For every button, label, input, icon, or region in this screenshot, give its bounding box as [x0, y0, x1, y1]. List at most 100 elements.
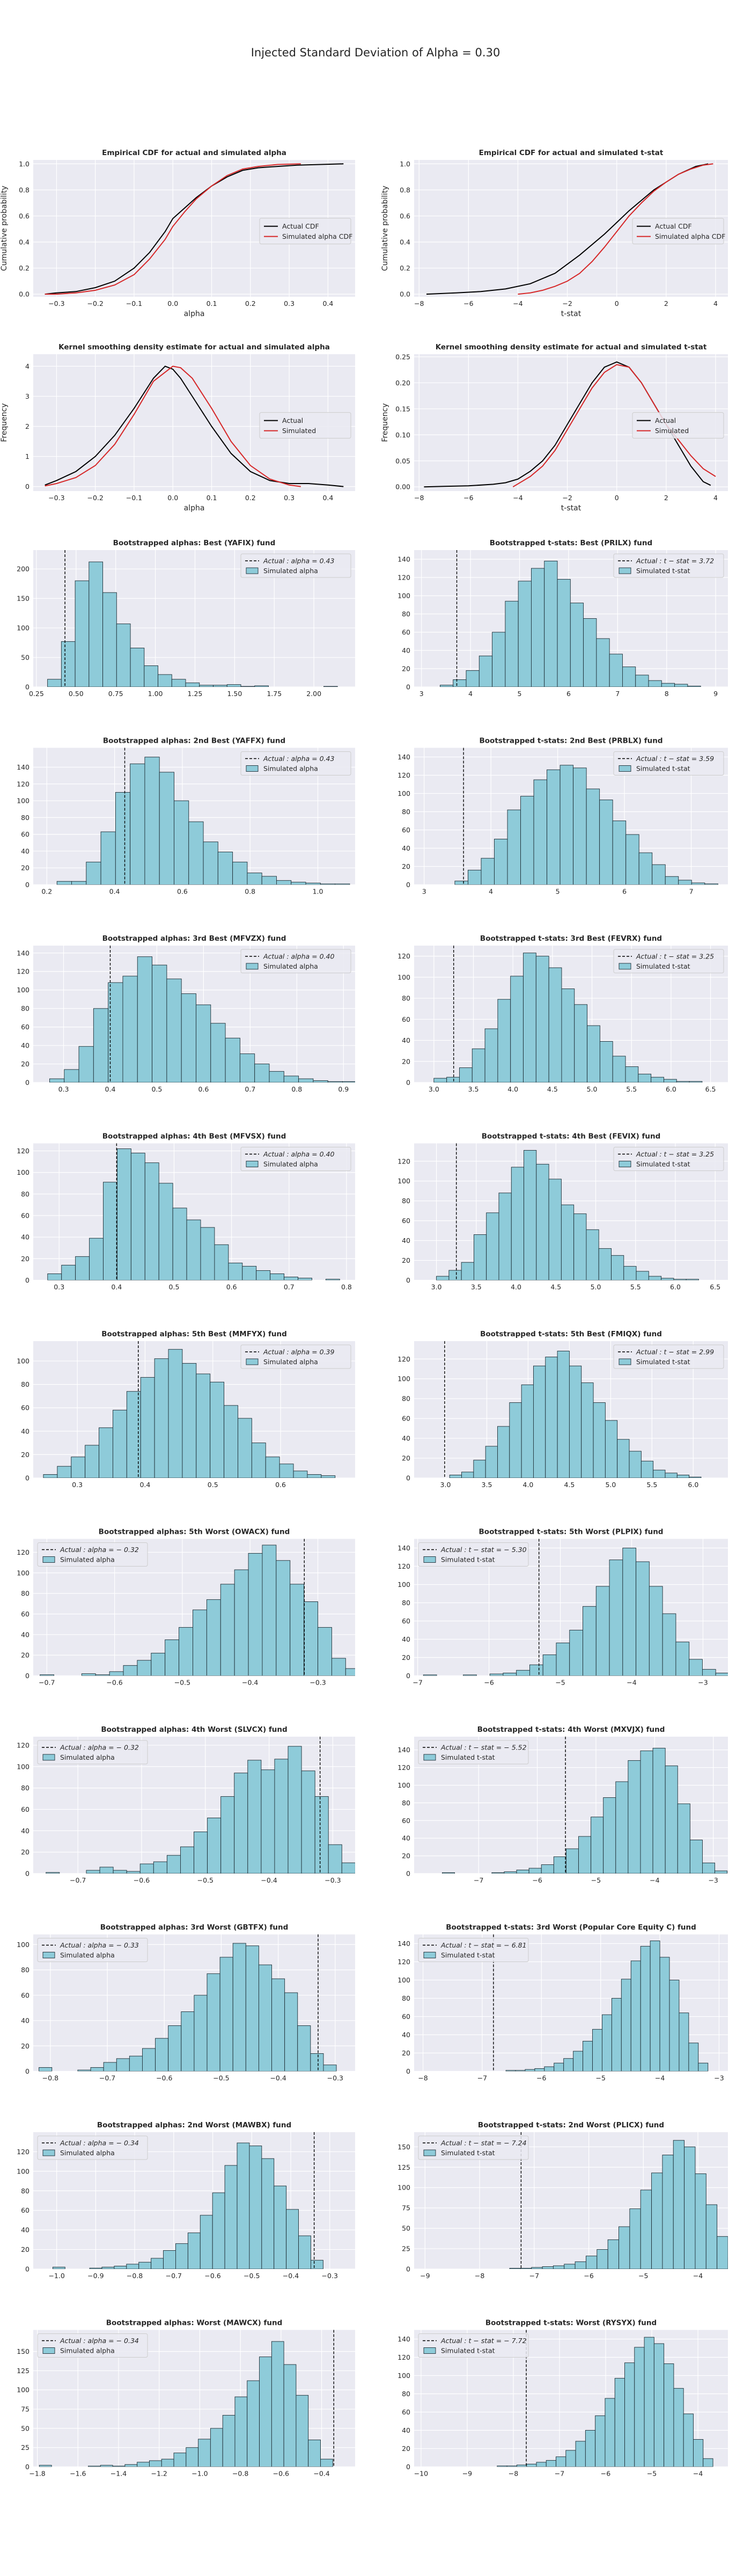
histogram-bar [472, 1048, 485, 1082]
y-tick-label: 60 [402, 826, 410, 834]
legend-actual-label: Actual : t − stat = 3.25 [636, 953, 714, 961]
plot-marks [43, 1341, 336, 1478]
histogram-bar [619, 2226, 630, 2269]
histogram-bar [296, 2395, 309, 2467]
histogram-bar [673, 2140, 685, 2269]
histogram-bar [140, 1377, 155, 1478]
legend-swatch-simulated [42, 1952, 55, 1958]
histogram-bar [698, 2062, 709, 2072]
x-tick-label: −6 [463, 299, 473, 308]
y-tick-label: 0 [25, 683, 30, 691]
histogram-bar [557, 1351, 570, 1478]
histogram-bar [149, 2460, 162, 2467]
y-tick-label: 125 [17, 2367, 30, 2375]
histogram-bar [89, 2267, 102, 2269]
y-tick-label: 60 [21, 1805, 30, 1813]
x-tick-label: −6 [484, 1679, 494, 1687]
chart-panel-3: −0.3 −0.2 −0.1 0.0 0.1 0.2 0.3 0.4 0 1 2 3 4 Kernel s… [0, 343, 355, 513]
histogram-bar [561, 988, 575, 1082]
histogram-bar [575, 2441, 586, 2467]
histogram-bar [75, 1256, 90, 1280]
x-tick-label: 0.2 [245, 299, 256, 308]
histogram-bar [652, 864, 666, 885]
histogram-bar [683, 2413, 694, 2467]
chart-panel-17: −0.7 −0.6 −0.5 −0.4 −0.3 0 20 40 60 80 100 120 Boots… [17, 1725, 355, 1884]
y-tick-label: 0.20 [395, 379, 410, 387]
y-tick-label: 0 [25, 1870, 30, 1878]
legend-actual-label: Actual : t − stat = − 6.81 [440, 1941, 527, 1949]
histogram-bar [548, 967, 562, 1082]
x-tick-label: −0.4 [242, 1679, 258, 1687]
legend-box [418, 1740, 529, 1765]
legend-box [613, 1344, 724, 1369]
histogram-bar [544, 560, 558, 687]
y-tick-label: 0.0 [19, 290, 30, 298]
legend-simulated-label: Simulated t-stat [636, 567, 690, 575]
legend-simulated-label: Simulated t-stat [636, 1160, 690, 1168]
legend-simulated-label: Simulated t-stat [441, 1753, 495, 1761]
chart-panel-6: 3 4 5 6 7 8 9 0 20 40 60 80 100 120 140 Bootstrapped t-… [397, 539, 728, 698]
legend-swatch-simulated [42, 1754, 55, 1761]
histogram-bar [232, 1943, 246, 2072]
x-tick-label: −0.3 [48, 299, 64, 308]
histogram-bar [77, 2069, 91, 2072]
histogram-bar [649, 1586, 663, 1676]
y-tick-label: 120 [397, 2353, 410, 2361]
histogram-bar [466, 670, 480, 687]
plot-marks [433, 946, 703, 1082]
histogram-bar [310, 2053, 324, 2072]
histogram-bar [78, 1046, 94, 1082]
histogram-bar [635, 675, 649, 687]
histogram-bar [100, 2465, 113, 2467]
histogram-bar [95, 1674, 110, 1676]
y-tick-label: 50 [21, 654, 30, 662]
histogram-bar [661, 1278, 674, 1280]
y-tick-label: 0.4 [400, 238, 410, 246]
legend-simulated-label: Simulated alpha [263, 567, 318, 575]
plot-marks [47, 1143, 340, 1280]
legend-box [259, 218, 351, 245]
y-tick-label: 20 [21, 1255, 30, 1263]
x-tick-label: 4.0 [523, 1481, 534, 1489]
histogram-bar [323, 686, 338, 687]
x-tick-label: −1.0 [48, 2272, 64, 2280]
histogram-bar [341, 1862, 355, 1874]
histogram-bar [100, 831, 116, 885]
plot-marks [454, 748, 718, 885]
histogram-bar [181, 2011, 195, 2072]
histogram-bar [595, 1586, 610, 1676]
histogram-bar [652, 1747, 666, 1874]
x-tick-label: 4 [713, 299, 718, 308]
x-tick-label: 0.4 [322, 494, 333, 502]
histogram-bar [605, 1420, 618, 1478]
legend-simulated-label: Simulated alpha [263, 1160, 318, 1168]
legend-swatch-simulated [423, 2347, 436, 2354]
histogram-bar [545, 1357, 558, 1478]
chart-title: Bootstrapped alphas: 5th Worst (OWACX) f… [99, 1528, 290, 1536]
y-tick-label: 100 [397, 1177, 410, 1185]
histogram-bar [644, 2337, 654, 2467]
legend-box [418, 1542, 529, 1567]
x-tick-label: −6 [536, 2074, 546, 2082]
series-line [45, 365, 344, 487]
y-tick-label: 20 [21, 2245, 30, 2253]
legend-box [240, 751, 351, 775]
histogram-bar [126, 1871, 141, 1874]
histogram-bar [71, 881, 87, 885]
histogram-bar [676, 1081, 690, 1082]
legend-box [240, 949, 351, 974]
histogram-bar [636, 1561, 650, 1676]
histogram-bar [93, 1008, 109, 1082]
legend-box [632, 412, 724, 439]
histogram-bar [293, 1470, 308, 1478]
histogram-bar [271, 2341, 284, 2467]
histogram-bar [638, 852, 653, 885]
histogram-bar [705, 2204, 718, 2269]
legend-simulated-label: Simulated t-stat [441, 2347, 495, 2355]
histogram-bar [665, 1473, 678, 1478]
x-tick-label: −5 [638, 2272, 648, 2280]
histogram-bar [628, 1760, 641, 1874]
histogram-bar [679, 2012, 689, 2072]
y-tick-label: 80 [402, 1994, 410, 2002]
histogram-bar [313, 1080, 328, 1082]
